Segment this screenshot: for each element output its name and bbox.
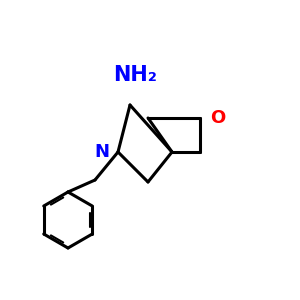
Text: O: O — [210, 109, 225, 127]
Text: N: N — [94, 143, 109, 161]
Text: NH₂: NH₂ — [113, 65, 157, 85]
